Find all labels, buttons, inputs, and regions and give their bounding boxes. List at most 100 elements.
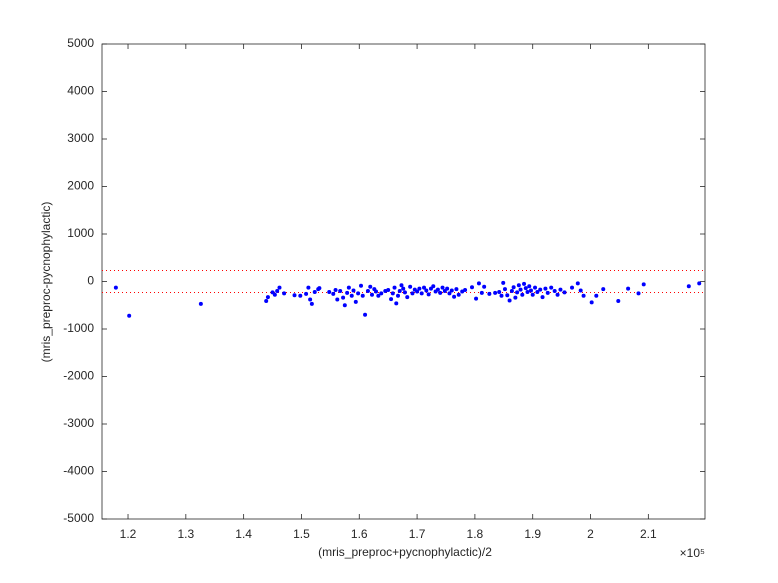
point	[399, 283, 404, 288]
x-tick-label: 1.3	[177, 527, 194, 541]
point	[327, 289, 332, 294]
point	[594, 293, 599, 298]
point	[543, 286, 548, 291]
point	[419, 291, 424, 296]
x-tick-label: 1.8	[467, 527, 484, 541]
point	[369, 292, 374, 297]
point	[545, 290, 550, 295]
point	[353, 299, 358, 304]
point	[641, 282, 646, 287]
point	[502, 287, 507, 292]
plot-frame	[101, 43, 706, 520]
point	[549, 285, 554, 290]
point	[368, 284, 373, 289]
point	[415, 289, 420, 294]
point	[474, 296, 479, 301]
point	[518, 287, 523, 292]
point	[555, 292, 560, 297]
point	[264, 298, 269, 303]
point	[277, 285, 282, 290]
point	[482, 284, 487, 289]
point	[417, 286, 422, 291]
x-tick-label: 2.1	[640, 527, 657, 541]
point	[445, 286, 450, 291]
point	[356, 291, 361, 296]
point	[365, 289, 370, 293]
point	[487, 291, 492, 296]
point	[349, 293, 354, 298]
x-tick-label: 1.4	[235, 527, 252, 541]
point	[333, 288, 338, 293]
point	[530, 292, 535, 297]
point	[363, 312, 368, 317]
point	[265, 295, 270, 300]
x-axis-label: (mris_preproc+pycnophylactic)/2	[318, 545, 492, 559]
point	[601, 287, 606, 292]
point	[351, 288, 356, 293]
point	[392, 285, 397, 290]
point	[533, 285, 538, 290]
point	[424, 288, 429, 293]
point	[479, 290, 484, 295]
point	[493, 290, 498, 295]
point	[394, 301, 399, 306]
point	[312, 289, 317, 294]
point	[509, 289, 514, 293]
x-tick-label: 1.5	[293, 527, 310, 541]
y-tick-label: -2000	[63, 369, 94, 383]
point	[390, 291, 395, 296]
point	[528, 288, 533, 293]
point	[308, 297, 313, 302]
point	[470, 285, 475, 290]
point	[454, 287, 459, 292]
point	[447, 291, 452, 296]
point	[359, 283, 364, 288]
point	[282, 291, 287, 296]
point	[410, 291, 415, 296]
point	[198, 301, 203, 306]
point	[575, 281, 580, 286]
y-tick-label: 1000	[67, 226, 94, 240]
point	[440, 285, 445, 290]
x-tick-label: 1.6	[351, 527, 368, 541]
point	[341, 295, 346, 300]
point	[697, 281, 702, 286]
y-tick-label: 2000	[67, 179, 94, 193]
point	[402, 290, 407, 295]
point	[578, 288, 583, 293]
point	[113, 285, 118, 290]
point	[636, 291, 641, 296]
point	[401, 286, 406, 291]
point	[127, 313, 132, 318]
point	[540, 295, 545, 300]
point	[405, 295, 410, 300]
point	[522, 281, 527, 286]
point	[501, 280, 506, 285]
point	[562, 290, 567, 295]
point	[527, 284, 532, 289]
point	[505, 293, 510, 298]
point	[626, 286, 631, 291]
point	[516, 283, 521, 288]
point	[275, 289, 280, 293]
y-tick-label: -4000	[63, 464, 94, 478]
point	[386, 288, 391, 293]
point	[452, 294, 457, 299]
point	[389, 297, 394, 302]
y-tick-label: -5000	[63, 511, 94, 525]
point	[338, 289, 343, 293]
point	[335, 297, 340, 302]
point	[426, 292, 431, 297]
point	[379, 291, 384, 296]
x-tick-label: 1.2	[120, 527, 137, 541]
point	[292, 293, 297, 298]
point	[520, 292, 525, 297]
x-tick-label: 1.9	[524, 527, 541, 541]
point	[515, 290, 520, 295]
point	[346, 285, 351, 290]
y-tick-label: 5000	[67, 36, 94, 50]
point	[589, 300, 594, 305]
point	[304, 291, 309, 296]
point	[552, 289, 557, 293]
